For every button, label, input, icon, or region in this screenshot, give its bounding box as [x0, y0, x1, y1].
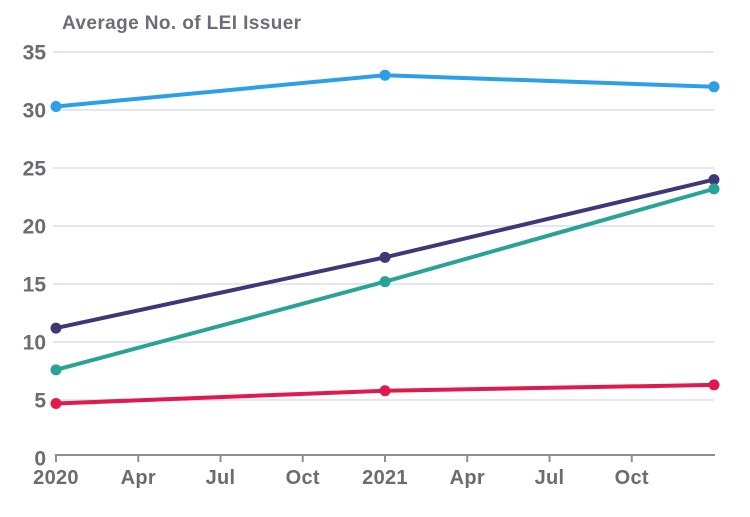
x-axis-label: 2021 [362, 467, 408, 489]
y-axis-label: 25 [23, 158, 47, 181]
y-axis-label: 10 [23, 332, 46, 355]
data-point-series-purple [50, 322, 62, 334]
x-axis-label: Apr [121, 467, 156, 489]
data-point-series-purple [379, 251, 391, 263]
data-point-series-red [50, 397, 62, 409]
chart-title: Average No. of LEI Issuer [62, 13, 302, 34]
y-axis-label: 0 [34, 448, 46, 471]
x-axis-label: Oct [615, 467, 649, 489]
x-axis-label: Apr [450, 467, 485, 489]
data-point-series-blue [379, 69, 391, 81]
data-point-series-teal [50, 364, 62, 376]
data-point-series-teal [379, 276, 391, 288]
y-axis-label: 35 [23, 42, 47, 65]
y-axis-label: 30 [23, 100, 46, 123]
x-axis-label: Jul [206, 467, 236, 489]
data-point-series-red [379, 385, 391, 397]
x-axis-label: Oct [286, 467, 320, 489]
data-point-series-purple [708, 174, 720, 186]
x-axis-label: 2020 [33, 467, 79, 489]
data-point-series-blue [50, 101, 62, 113]
y-axis-label: 20 [23, 216, 46, 239]
data-point-series-red [708, 379, 720, 391]
data-point-series-blue [708, 81, 720, 93]
y-axis-label: 5 [34, 390, 46, 413]
data-point-series-teal [708, 183, 720, 195]
x-axis-label: Jul [535, 467, 565, 489]
y-axis-label: 15 [23, 274, 47, 297]
